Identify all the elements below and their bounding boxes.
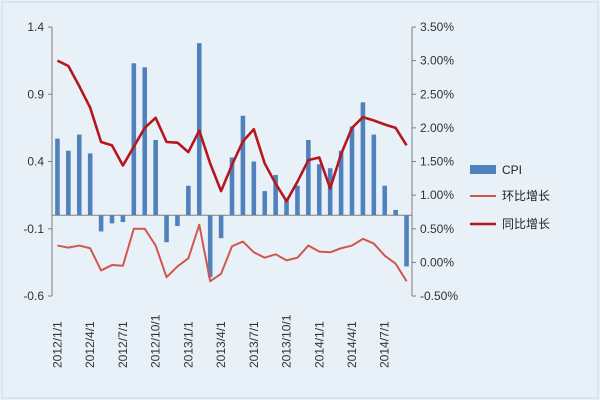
cpi-bars (55, 43, 409, 278)
right-y-axis-ticks: 3.50% 3.00% 2.50% 2.00% 1.50% 1.00% 0.50% 0.00%… (412, 20, 458, 303)
x-axis-ticks: 2012/1/1 2012/4/1 2012/7/1 2012/10/1 2013/1/… (50, 314, 391, 368)
right-tick-label: 0.50% (420, 222, 454, 236)
x-tick-label: 2014/1/1 (312, 321, 326, 368)
cpi-bar (55, 138, 60, 216)
right-tick-label: -0.50% (420, 289, 458, 303)
cpi-bar (186, 185, 191, 216)
x-tick-label: 2013/1/1 (181, 321, 195, 368)
cpi-bar (382, 185, 388, 216)
right-tick-label: 2.00% (420, 121, 454, 135)
cpi-bar (87, 153, 93, 216)
cpi-bar (404, 215, 409, 267)
right-tick-label: 1.50% (420, 155, 454, 169)
cpi-bar (142, 67, 148, 216)
cpi-bar (218, 215, 224, 239)
cpi-bar (262, 191, 268, 216)
x-tick-label: 2012/10/1 (149, 314, 163, 368)
right-tick-label: 2.50% (420, 87, 454, 101)
mom-growth-line (57, 223, 408, 283)
yoy-growth-line (56, 59, 408, 203)
x-tick-label: 2012/4/1 (83, 321, 97, 368)
legend-label: CPI (502, 163, 522, 177)
right-tick-label: 3.00% (420, 54, 454, 68)
x-tick-label: 2014/7/1 (378, 321, 392, 368)
legend-swatch-cpi (470, 165, 496, 174)
cpi-bar (76, 134, 82, 216)
legend-label: 同比增长 (502, 217, 550, 231)
cpi-bar (295, 185, 300, 216)
cpi-bar (240, 115, 246, 216)
left-tick-label: -0.1 (23, 222, 44, 236)
x-tick-label: 2013/10/1 (280, 314, 294, 368)
cpi-bar (131, 63, 137, 216)
cpi-bar (153, 139, 158, 216)
left-tick-label: 1.4 (27, 20, 44, 34)
cpi-bar (338, 150, 344, 216)
right-tick-label: 3.50% (420, 20, 454, 34)
cpi-bar (306, 139, 311, 216)
x-tick-label: 2014/4/1 (345, 321, 359, 368)
cpi-bar (284, 199, 289, 216)
chart-lines (56, 59, 408, 283)
cpi-bar (98, 215, 104, 232)
cpi-bar (371, 134, 377, 216)
cpi-bar (120, 215, 126, 223)
cpi-bar (109, 215, 115, 224)
x-tick-label: 2012/7/1 (116, 321, 130, 368)
cpi-bar (273, 174, 278, 216)
cpi-bar (207, 215, 213, 278)
cpi-bar (164, 215, 169, 243)
x-tick-label: 2013/4/1 (214, 321, 228, 368)
x-tick-label: 2013/7/1 (247, 321, 261, 368)
legend-label: 环比增长 (502, 189, 550, 203)
right-tick-label: 1.00% (420, 188, 454, 202)
cpi-bar (229, 157, 235, 216)
cpi-bar (360, 102, 366, 216)
cpi-bar (196, 43, 202, 216)
cpi-bar (251, 161, 257, 216)
x-tick-label: 2012/1/1 (50, 321, 64, 368)
cpi-bar (327, 168, 333, 216)
right-tick-label: 0.00% (420, 255, 454, 269)
cpi-bar (66, 150, 71, 216)
cpi-bar (393, 209, 398, 216)
left-tick-label: 0.4 (27, 155, 44, 169)
left-y-axis-ticks: 1.4 0.9 0.4 -0.1 -0.6 (23, 20, 52, 303)
left-tick-label: -0.6 (23, 289, 44, 303)
cpi-bar (175, 215, 180, 227)
cpi-bar (316, 164, 322, 216)
cpi-bar (349, 126, 355, 216)
left-tick-label: 0.9 (27, 87, 44, 101)
